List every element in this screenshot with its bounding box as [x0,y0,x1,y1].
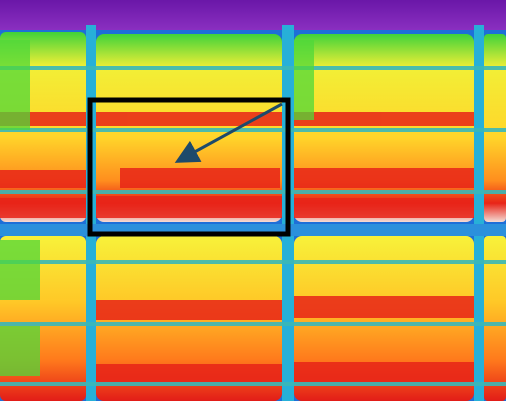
cell-separators [0,66,506,386]
highlight-box [87,97,291,237]
hot-bands [0,112,474,382]
solar-panel [484,236,506,401]
arrow-icon [174,102,283,163]
sky-strip [0,0,506,30]
cool-edges [0,40,314,376]
frame-gap [474,25,484,401]
solar-panel [294,236,474,401]
